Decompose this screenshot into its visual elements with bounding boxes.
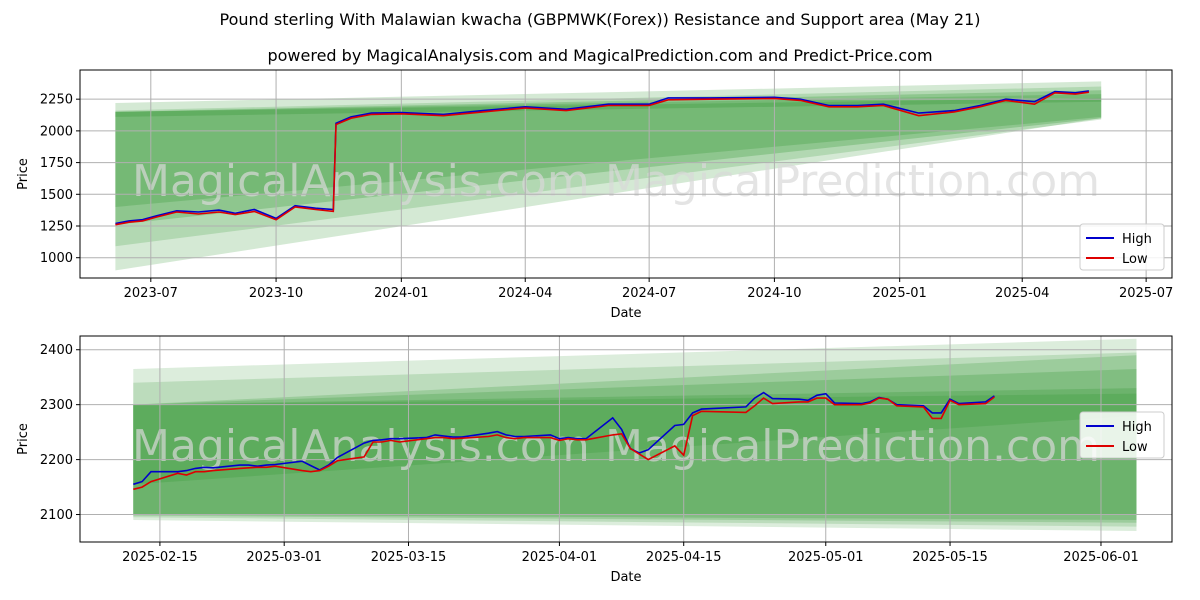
watermark-text: MagicalAnalysis.com bbox=[132, 156, 590, 207]
x-axis-label: Date bbox=[610, 570, 641, 585]
x-tick-label: 2025-05-01 bbox=[788, 550, 864, 565]
y-tick-label: 1000 bbox=[40, 251, 73, 266]
x-tick-label: 2025-06-01 bbox=[1063, 550, 1139, 565]
y-tick-label: 2250 bbox=[40, 93, 73, 108]
x-tick-label: 2025-07 bbox=[1119, 286, 1173, 301]
y-axis-label: Price bbox=[16, 158, 31, 190]
x-tick-label: 2025-04 bbox=[995, 286, 1049, 301]
band-group bbox=[115, 81, 1102, 271]
band-2 bbox=[115, 86, 1102, 247]
series-line-low bbox=[133, 396, 995, 491]
legend-label-low: Low bbox=[1122, 252, 1148, 267]
series-line-high bbox=[133, 391, 995, 486]
band-2 bbox=[133, 352, 1137, 527]
legend: High Low bbox=[1079, 223, 1165, 271]
band-group bbox=[133, 338, 1137, 532]
x-tick-label: 2025-03-15 bbox=[371, 550, 447, 565]
series-group bbox=[115, 90, 1090, 226]
y-tick-label: 2200 bbox=[40, 453, 73, 468]
watermark-text: MagicalPrediction.com bbox=[605, 156, 1100, 207]
y-axis-label: Price bbox=[16, 423, 31, 455]
legend-label-high: High bbox=[1122, 232, 1152, 247]
band-1 bbox=[133, 338, 1137, 532]
x-tick-label: 2024-04 bbox=[498, 286, 552, 301]
chart-title: Pound sterling With Malawian kwacha (GBP… bbox=[219, 10, 981, 29]
x-tick-label: 2025-01 bbox=[873, 286, 927, 301]
x-tick-label: 2025-04-01 bbox=[522, 550, 598, 565]
band-5 bbox=[115, 97, 1102, 117]
x-tick-label: 2025-04-15 bbox=[646, 550, 722, 565]
plot-frame bbox=[79, 335, 1173, 543]
x-tick-label: 2023-07 bbox=[124, 286, 178, 301]
band-1 bbox=[115, 81, 1102, 271]
x-tick-label: 2025-05-15 bbox=[912, 550, 988, 565]
band-4 bbox=[133, 368, 1137, 521]
x-axis-label: Date bbox=[610, 306, 641, 321]
x-tick-label: 2024-10 bbox=[747, 286, 801, 301]
watermark-text: MagicalAnalysis.com bbox=[132, 421, 590, 472]
y-tick-label: 2100 bbox=[40, 508, 73, 523]
y-tick-label: 2400 bbox=[40, 343, 73, 358]
chart-subtitle: powered by MagicalAnalysis.com and Magic… bbox=[267, 46, 933, 65]
series-group bbox=[133, 391, 995, 491]
chart-panel-2: MagicalAnalysis.com MagicalPrediction.com… bbox=[16, 335, 1173, 585]
watermark-text: MagicalPrediction.com bbox=[605, 421, 1100, 472]
y-tick-label: 1500 bbox=[40, 188, 73, 203]
legend-label-low: Low bbox=[1122, 440, 1148, 455]
x-tick-label: 2023-10 bbox=[249, 286, 303, 301]
chart-panel-1: MagicalAnalysis.com MagicalPrediction.com… bbox=[16, 69, 1173, 321]
band-6 bbox=[133, 393, 1137, 485]
y-tick-label: 2000 bbox=[40, 124, 73, 139]
band-3 bbox=[115, 90, 1102, 225]
band-3 bbox=[133, 355, 1137, 523]
x-tick-label: 2024-01 bbox=[374, 286, 428, 301]
legend: High Low bbox=[1079, 411, 1165, 459]
x-tick-label: 2025-02-15 bbox=[122, 550, 198, 565]
series-line-high bbox=[115, 90, 1090, 225]
band-4 bbox=[115, 94, 1102, 207]
y-tick-label: 1750 bbox=[40, 156, 73, 171]
legend-label-high: High bbox=[1122, 420, 1152, 435]
x-tick-label: 2024-07 bbox=[622, 286, 676, 301]
plot-frame bbox=[79, 69, 1173, 279]
y-tick-label: 2300 bbox=[40, 398, 73, 413]
series-line-low bbox=[115, 91, 1090, 226]
y-tick-label: 1250 bbox=[40, 220, 73, 235]
x-tick-label: 2025-03-01 bbox=[246, 550, 322, 565]
